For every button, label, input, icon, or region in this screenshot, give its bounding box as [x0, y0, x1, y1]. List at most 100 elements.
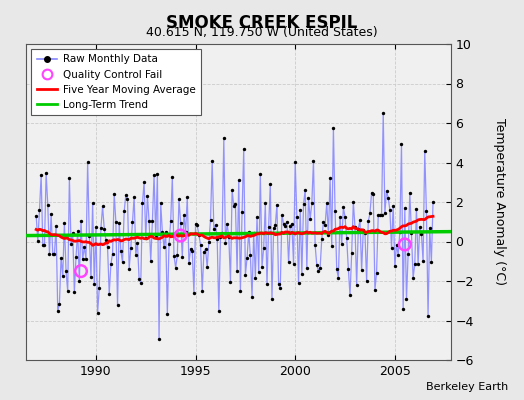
Point	[77, 268, 85, 274]
Point	[135, 276, 143, 282]
Point	[82, 256, 90, 262]
Point	[407, 230, 416, 236]
Point	[133, 240, 141, 246]
Point	[75, 278, 83, 284]
Point	[32, 213, 40, 219]
Point	[367, 190, 376, 196]
Point	[361, 230, 369, 236]
Point	[278, 212, 286, 218]
Point	[245, 228, 253, 235]
Point	[233, 268, 241, 275]
Point	[77, 218, 85, 224]
Point	[419, 258, 427, 264]
Point	[123, 196, 132, 202]
Point	[117, 248, 125, 254]
Point	[153, 170, 161, 177]
Point	[49, 251, 57, 257]
Point	[293, 214, 301, 220]
Point	[102, 237, 110, 243]
Point	[141, 235, 150, 242]
Point	[115, 220, 123, 226]
Point	[417, 230, 425, 237]
Point	[306, 216, 314, 222]
Point	[255, 269, 263, 275]
Y-axis label: Temperature Anomaly (°C): Temperature Anomaly (°C)	[493, 118, 506, 286]
Point	[168, 174, 177, 180]
Point	[83, 159, 92, 166]
Point	[127, 244, 135, 251]
Point	[266, 181, 275, 187]
Point	[198, 288, 206, 295]
Point	[221, 240, 230, 246]
Point	[90, 280, 99, 287]
Point	[225, 234, 233, 240]
Point	[47, 211, 56, 217]
Point	[140, 179, 148, 185]
Point	[188, 248, 196, 254]
Point	[328, 243, 336, 249]
Point	[157, 200, 165, 206]
Point	[80, 244, 89, 250]
Point	[333, 266, 341, 273]
Point	[396, 229, 404, 236]
Point	[107, 261, 115, 267]
Point	[409, 275, 417, 281]
Point	[323, 200, 331, 206]
Point	[35, 207, 43, 213]
Point	[167, 218, 175, 225]
Point	[171, 264, 180, 271]
Point	[143, 193, 151, 199]
Point	[40, 242, 49, 248]
Point	[218, 230, 226, 236]
Point	[341, 214, 349, 220]
Point	[334, 275, 343, 281]
Point	[99, 203, 107, 210]
Point	[374, 212, 383, 218]
Point	[175, 196, 183, 203]
Point	[392, 242, 401, 248]
Point	[324, 232, 333, 238]
Point	[399, 306, 407, 312]
Point	[220, 135, 228, 142]
Point	[70, 289, 79, 295]
Point	[281, 222, 289, 229]
Point	[201, 246, 210, 252]
Point	[79, 256, 87, 262]
Point	[346, 292, 354, 299]
Point	[316, 264, 324, 271]
Point	[251, 274, 259, 281]
Point	[43, 202, 52, 208]
Point	[158, 229, 167, 235]
Point	[246, 252, 255, 259]
Point	[200, 249, 208, 255]
Point	[150, 172, 158, 178]
Point	[53, 308, 62, 314]
Point	[402, 296, 411, 302]
Point	[63, 288, 72, 294]
Point	[92, 224, 100, 230]
Point	[193, 222, 201, 228]
Point	[427, 258, 435, 265]
Point	[206, 216, 215, 223]
Point	[122, 192, 130, 198]
Point	[72, 254, 80, 260]
Point	[285, 259, 293, 266]
Point	[319, 219, 328, 225]
Point	[103, 244, 112, 251]
Point	[351, 224, 359, 230]
Point	[190, 290, 198, 296]
Point	[181, 228, 190, 235]
Point	[87, 274, 95, 280]
Point	[230, 203, 238, 209]
Point	[105, 291, 113, 297]
Point	[37, 172, 46, 179]
Point	[425, 225, 434, 232]
Point	[259, 245, 268, 252]
Point	[271, 222, 279, 228]
Text: SMOKE CREEK ESPIL: SMOKE CREEK ESPIL	[166, 14, 358, 32]
Point	[138, 200, 147, 207]
Point	[205, 239, 213, 245]
Point	[55, 300, 63, 307]
Point	[275, 281, 283, 288]
Point	[50, 251, 59, 257]
